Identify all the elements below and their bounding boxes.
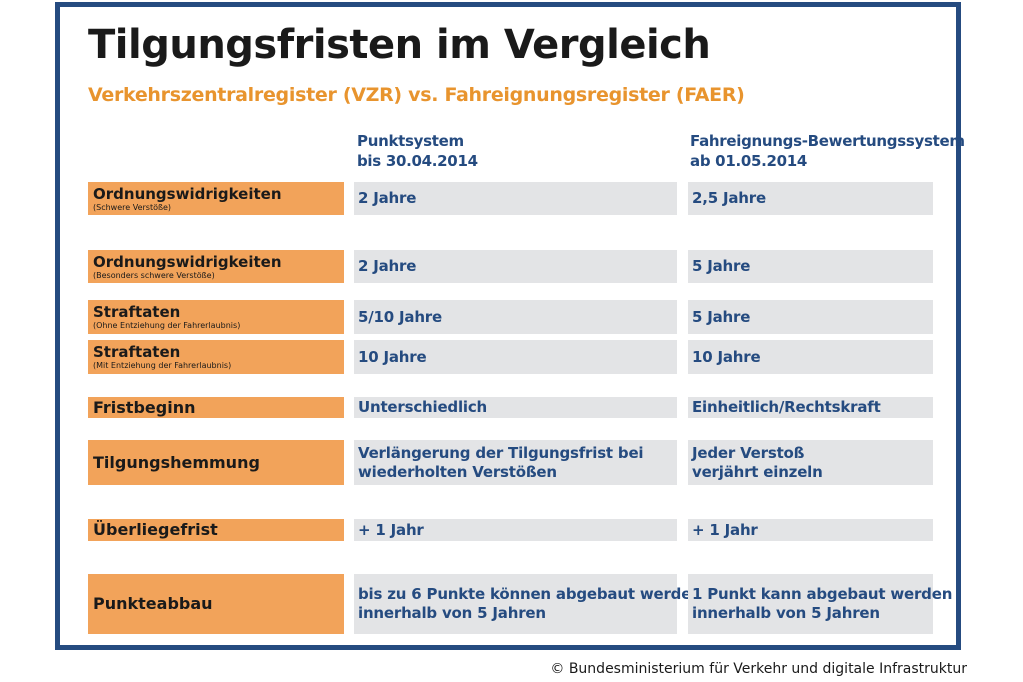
row-label-text: Straftaten	[93, 303, 181, 321]
column-header-line: ab 01.05.2014	[690, 152, 808, 170]
cell-old-tilgungshemmung: Verlängerung der Tilgungsfrist bei wiede…	[354, 440, 677, 485]
row-label-punkteabbau: Punkteabbau	[88, 574, 344, 634]
cell-text: Unterschiedlich	[358, 398, 488, 416]
page-title: Tilgungsfristen im Vergleich	[88, 22, 711, 68]
cell-text: 10 Jahre	[358, 347, 427, 366]
row-label-ordnungswidrigkeiten-besonders-schwer: Ordnungswidrigkeiten (Besonders schwere …	[88, 250, 344, 283]
row-label-note: (Schwere Verstöße)	[93, 202, 172, 212]
row-label-straftaten-mit-entziehung: Straftaten (Mit Entziehung der Fahrerlau…	[88, 340, 344, 374]
cell-text: innerhalb von 5 Jahren	[358, 604, 546, 622]
page-subtitle: Verkehrszentralregister (VZR) vs. Fahrei…	[88, 84, 745, 106]
row-label-text: Straftaten	[93, 343, 181, 361]
cell-old-straftaten-ohne-entziehung: 5/10 Jahre	[354, 300, 677, 334]
cell-old-fristbeginn: Unterschiedlich	[354, 397, 677, 418]
cell-text: 10 Jahre	[692, 347, 761, 366]
row-label-note: (Mit Entziehung der Fahrerlaubnis)	[93, 361, 232, 370]
cell-text: bis zu 6 Punkte können abgebaut werden	[358, 585, 702, 603]
cell-new-ordnungswidrigkeiten-besonders-schwer: 5 Jahre	[688, 250, 933, 283]
row-label-tilgungshemmung: Tilgungshemmung	[88, 440, 344, 485]
row-label-text: Ordnungswidrigkeiten	[93, 184, 282, 203]
cell-old-ueberliegefrist: + 1 Jahr	[354, 519, 677, 541]
cell-text: innerhalb von 5 Jahren	[692, 604, 880, 622]
cell-text: + 1 Jahr	[692, 520, 758, 539]
row-label-fristbeginn: Fristbeginn	[88, 397, 344, 418]
cell-text: 2 Jahre	[358, 189, 417, 207]
row-label-text: Tilgungshemmung	[93, 452, 260, 472]
row-label-note: (Ohne Entziehung der Fahrerlaubnis)	[93, 321, 241, 330]
row-label-text: Punkteabbau	[93, 594, 213, 613]
row-label-note: (Besonders schwere Verstöße)	[93, 270, 215, 280]
column-header-line: Fahreignungs-Bewertungssystem	[690, 132, 965, 150]
column-header-line: bis 30.04.2014	[357, 152, 478, 170]
column-header-line: Punktsystem	[357, 132, 464, 150]
cell-new-tilgungshemmung: Jeder Verstoß verjährt einzeln	[688, 440, 933, 485]
cell-text: Einheitlich/Rechtskraft	[692, 398, 881, 416]
cell-text: verjährt einzeln	[692, 462, 823, 481]
row-label-straftaten-ohne-entziehung: Straftaten (Ohne Entziehung der Fahrerla…	[88, 300, 344, 334]
cell-text: 5 Jahre	[692, 257, 751, 275]
cell-old-straftaten-mit-entziehung: 10 Jahre	[354, 340, 677, 374]
cell-text: 2 Jahre	[358, 257, 417, 275]
row-label-ordnungswidrigkeiten-schwer: Ordnungswidrigkeiten (Schwere Verstöße)	[88, 182, 344, 215]
cell-new-straftaten-ohne-entziehung: 5 Jahre	[688, 300, 933, 334]
column-header-punktsystem: Punktsystem bis 30.04.2014	[357, 131, 478, 171]
cell-new-ordnungswidrigkeiten-schwer: 2,5 Jahre	[688, 182, 933, 215]
cell-text: 2,5 Jahre	[692, 189, 766, 207]
copyright-credit: © Bundesministerium für Verkehr und digi…	[550, 661, 967, 677]
row-label-text: Fristbeginn	[93, 397, 196, 417]
cell-text: Verlängerung der Tilgungsfrist bei	[358, 443, 644, 462]
cell-text: 5 Jahre	[692, 307, 751, 326]
cell-new-straftaten-mit-entziehung: 10 Jahre	[688, 340, 933, 374]
cell-text: Jeder Verstoß	[692, 443, 805, 462]
column-header-fahreignung: Fahreignungs-Bewertungssystem ab 01.05.2…	[690, 131, 965, 171]
cell-old-punkteabbau: bis zu 6 Punkte können abgebaut werden i…	[354, 574, 702, 634]
cell-text: 5/10 Jahre	[358, 307, 442, 326]
row-label-text: Ordnungswidrigkeiten	[93, 252, 282, 271]
cell-text: 1 Punkt kann abgebaut werden	[692, 585, 953, 603]
cell-text: wiederholten Verstößen	[358, 462, 557, 481]
cell-text: + 1 Jahr	[358, 520, 424, 539]
row-label-ueberliegefrist: Überliegefrist	[88, 519, 344, 541]
cell-new-punkteabbau: 1 Punkt kann abgebaut werden innerhalb v…	[688, 574, 953, 634]
row-label-text: Überliegefrist	[93, 520, 218, 539]
cell-old-ordnungswidrigkeiten-schwer: 2 Jahre	[354, 182, 677, 215]
cell-new-ueberliegefrist: + 1 Jahr	[688, 519, 933, 541]
cell-old-ordnungswidrigkeiten-besonders-schwer: 2 Jahre	[354, 250, 677, 283]
cell-new-fristbeginn: Einheitlich/Rechtskraft	[688, 397, 933, 418]
